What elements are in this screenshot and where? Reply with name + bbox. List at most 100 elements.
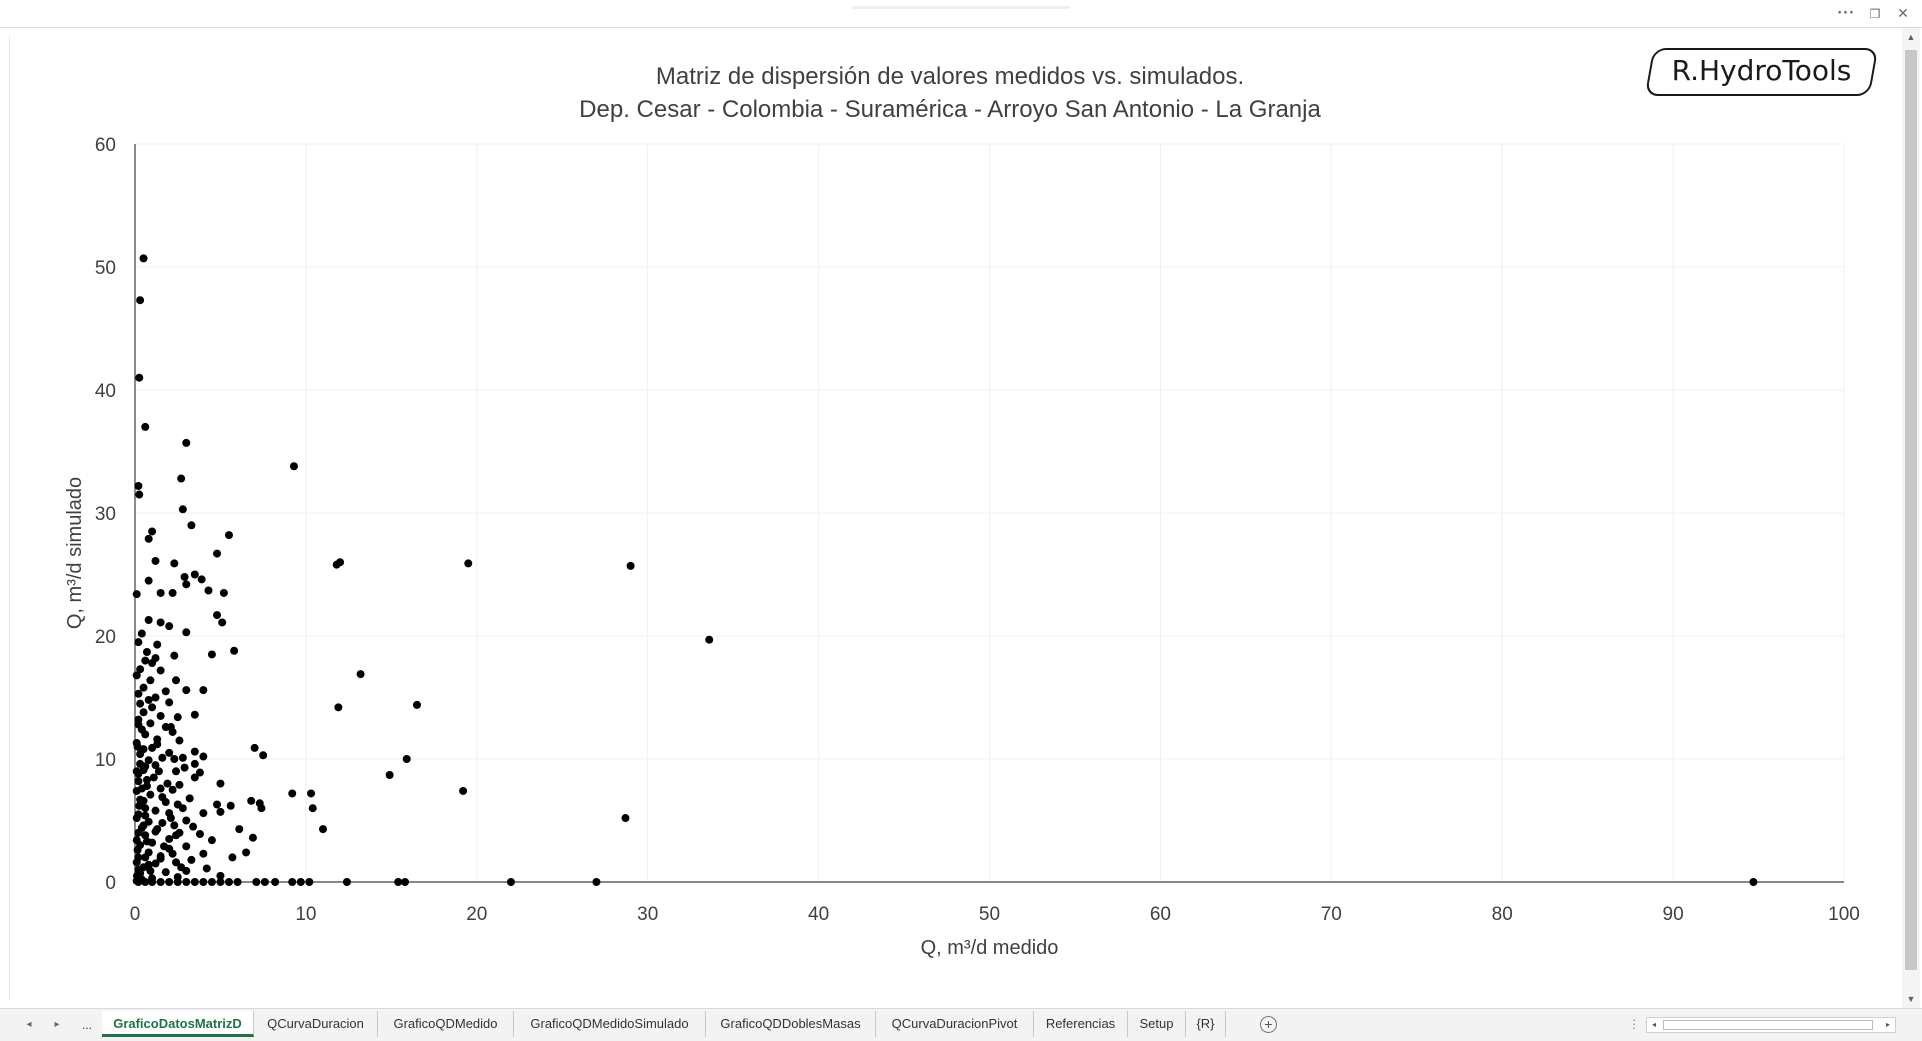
scatter-chart[interactable]: 0 10 20 30 40 50 60 70 80 90 100 0 10 20 30 40 50 60 Matri… bbox=[10, 36, 1895, 1000]
data-point bbox=[173, 878, 182, 886]
vertical-scrollbar[interactable]: ▲ ▼ bbox=[1902, 28, 1920, 1008]
data-point bbox=[165, 878, 174, 886]
data-point bbox=[134, 828, 143, 837]
data-point bbox=[178, 505, 187, 514]
data-point bbox=[139, 796, 148, 805]
data-point bbox=[1749, 878, 1758, 886]
data-point bbox=[182, 842, 191, 851]
data-point bbox=[151, 693, 160, 702]
data-point bbox=[213, 800, 222, 809]
data-point bbox=[318, 825, 327, 834]
data-point bbox=[134, 720, 143, 729]
data-point bbox=[134, 638, 143, 647]
data-point bbox=[224, 531, 233, 540]
tab-grafico-datos-matriz-d[interactable]: GraficoDatosMatrizD bbox=[102, 1011, 254, 1037]
tab-r[interactable]: {R} bbox=[1186, 1011, 1226, 1037]
data-point bbox=[156, 854, 165, 863]
data-point bbox=[288, 878, 297, 886]
data-point bbox=[137, 629, 146, 638]
data-point bbox=[342, 878, 351, 886]
data-point bbox=[160, 842, 169, 851]
chart-area[interactable]: 0 10 20 30 40 50 60 70 80 90 100 0 10 20 30 40 50 60 Matri… bbox=[9, 36, 1894, 1000]
data-point bbox=[132, 836, 141, 845]
tab-grafico-qd-dobles-masas[interactable]: GraficoQDDoblesMasas bbox=[706, 1011, 876, 1037]
data-point bbox=[144, 576, 153, 585]
tab-grafico-qd-medido[interactable]: GraficoQDMedido bbox=[378, 1011, 514, 1037]
chart-title-line: Dep. Cesar - Colombia - Suramérica - Arr… bbox=[579, 96, 1321, 123]
data-point bbox=[154, 767, 163, 776]
data-point bbox=[356, 670, 365, 679]
data-point bbox=[134, 689, 143, 698]
data-point bbox=[190, 773, 199, 782]
drag-handle[interactable] bbox=[852, 6, 1070, 9]
data-point bbox=[189, 822, 198, 831]
data-point bbox=[139, 745, 148, 754]
more-sheets-button[interactable]: ... bbox=[81, 1018, 92, 1032]
horizontal-scroll-thumb[interactable] bbox=[1663, 1020, 1873, 1030]
data-point bbox=[401, 878, 410, 886]
tab-setup[interactable]: Setup bbox=[1128, 1011, 1186, 1037]
next-sheet-icon[interactable]: ▸ bbox=[54, 1019, 60, 1030]
data-point bbox=[170, 651, 179, 660]
data-point bbox=[158, 753, 167, 762]
data-point bbox=[133, 846, 142, 855]
data-point bbox=[248, 833, 257, 842]
y-tick-label: 30 bbox=[95, 504, 116, 525]
data-point bbox=[133, 742, 142, 751]
data-point bbox=[134, 777, 143, 786]
data-point bbox=[247, 796, 256, 805]
data-point bbox=[394, 878, 403, 886]
data-point bbox=[226, 801, 235, 810]
data-point bbox=[173, 713, 182, 722]
data-point bbox=[151, 859, 160, 868]
vertical-scroll-thumb[interactable] bbox=[1905, 50, 1917, 970]
tab-q-curva-duracion[interactable]: QCurvaDuracion bbox=[254, 1011, 378, 1037]
x-tick-label: 0 bbox=[130, 904, 141, 925]
scroll-right-icon[interactable]: ▸ bbox=[1885, 1020, 1890, 1029]
tab-split-handle[interactable]: ⋮ bbox=[1628, 1017, 1640, 1031]
data-point bbox=[242, 848, 251, 857]
data-point bbox=[464, 559, 473, 568]
more-options-icon[interactable]: ··· bbox=[1837, 6, 1855, 21]
data-point bbox=[134, 481, 143, 490]
data-point bbox=[165, 748, 174, 757]
prev-sheet-icon[interactable]: ◂ bbox=[26, 1019, 32, 1030]
restore-window-icon[interactable]: ❐ bbox=[1869, 7, 1881, 21]
data-point bbox=[506, 878, 515, 886]
scroll-down-icon[interactable]: ▼ bbox=[1906, 994, 1916, 1004]
tab-grafico-qd-medido-simulado[interactable]: GraficoQDMedidoSimulado bbox=[514, 1011, 706, 1037]
close-icon[interactable]: ✕ bbox=[1897, 6, 1909, 22]
scroll-left-icon[interactable]: ◂ bbox=[1651, 1020, 1656, 1029]
data-point bbox=[288, 789, 297, 798]
data-point bbox=[402, 755, 411, 763]
data-point bbox=[132, 590, 141, 599]
data-point bbox=[260, 878, 269, 886]
x-tick-label: 50 bbox=[979, 904, 1000, 925]
data-point bbox=[412, 700, 421, 709]
data-point bbox=[153, 740, 162, 749]
data-point bbox=[289, 462, 298, 471]
data-point bbox=[146, 676, 155, 685]
data-point bbox=[182, 878, 191, 886]
scroll-up-icon[interactable]: ▲ bbox=[1906, 32, 1916, 42]
tab-referencias[interactable]: Referencias bbox=[1034, 1011, 1128, 1037]
x-axis-title: Q, m³/d medido bbox=[921, 937, 1059, 959]
data-point bbox=[146, 866, 155, 875]
data-point bbox=[161, 687, 170, 696]
data-point bbox=[136, 699, 145, 708]
data-point bbox=[334, 703, 343, 712]
data-point bbox=[178, 753, 187, 762]
data-point bbox=[296, 878, 305, 886]
data-point bbox=[141, 730, 150, 739]
data-point bbox=[182, 816, 191, 825]
data-point bbox=[190, 570, 199, 579]
data-point bbox=[252, 878, 261, 886]
data-point bbox=[213, 549, 222, 558]
data-point bbox=[151, 556, 160, 565]
data-point bbox=[166, 723, 175, 732]
tab-q-curva-duracion-pivot[interactable]: QCurvaDuracionPivot bbox=[876, 1011, 1034, 1037]
add-sheet-icon[interactable]: + bbox=[1260, 1016, 1277, 1033]
data-point bbox=[168, 849, 177, 858]
data-point bbox=[180, 572, 189, 581]
horizontal-scrollbar[interactable]: ◂ ▸ bbox=[1646, 1017, 1896, 1033]
